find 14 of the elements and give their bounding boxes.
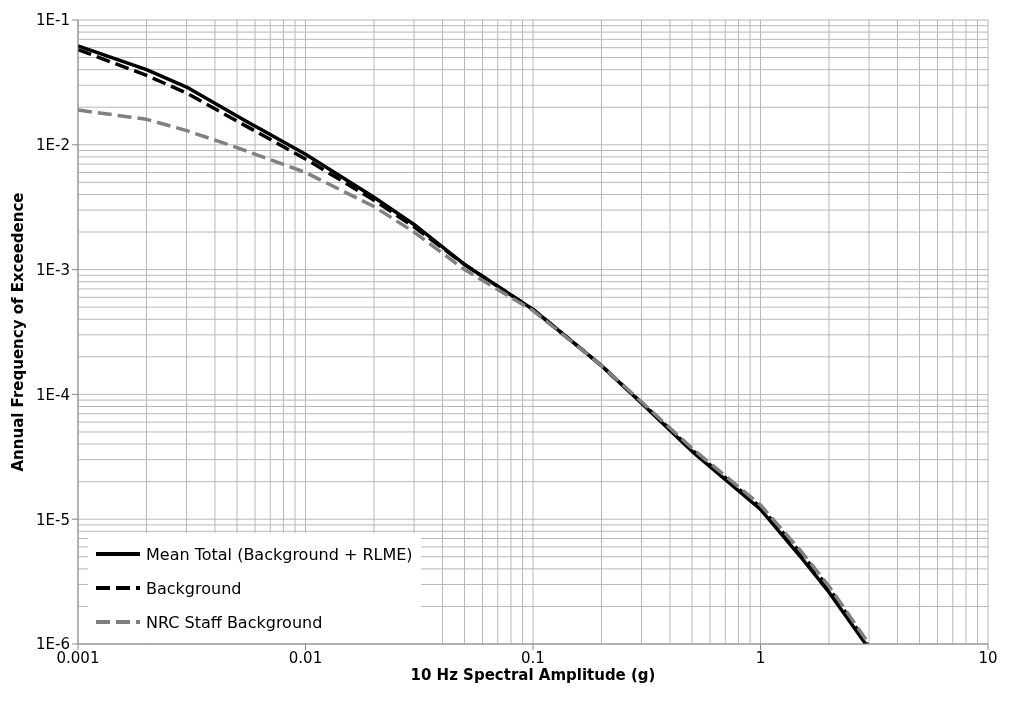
y-axis-title: Annual Frequency of Exceedence [9, 192, 28, 472]
y-tick-label: 1E-1 [36, 11, 70, 30]
y-tick-label: 1E-2 [36, 136, 70, 155]
y-tick-label: 1E-4 [36, 385, 70, 404]
legend-label: Mean Total (Background + RLME) [146, 544, 413, 564]
x-tick-label: 0.1 [521, 648, 545, 667]
x-tick-label: 1 [755, 648, 766, 667]
x-axis-title: 10 Hz Spectral Amplitude (g) [410, 666, 656, 684]
x-tick-label: 0.01 [288, 648, 323, 667]
legend-label: NRC Staff Background [146, 612, 323, 632]
x-tick-label: 10 [978, 648, 998, 667]
legend-label: Background [146, 578, 242, 598]
y-tick-label: 1E-5 [36, 510, 70, 529]
y-tick-label: 1E-3 [36, 260, 70, 279]
